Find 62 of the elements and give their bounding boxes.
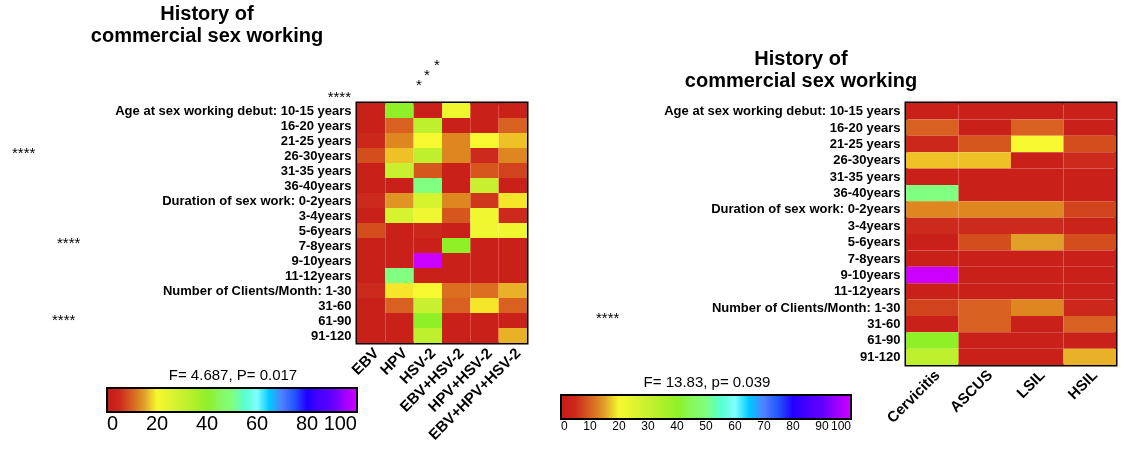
chart-title: History of commercial sex working (90, 2, 324, 46)
color-bar-label: 80 (295, 412, 319, 434)
chart-title: History of commercial sex working (684, 47, 918, 91)
y-tick-label: 7-8years (847, 250, 901, 266)
color-bar-label: 30 (641, 419, 655, 433)
color-bar-label: 50 (699, 419, 713, 433)
y-tick-label: 21-25 years (280, 132, 352, 148)
y-tick-label: Age at sex working debut: 10-15 years (115, 102, 352, 118)
y-tick-label: Duration of sex work: 0-2years (162, 192, 352, 208)
y-tick-label: 5-6years (847, 234, 901, 250)
text: * (424, 66, 431, 83)
y-tick-label: 9-10years (291, 252, 352, 268)
y-tick-label: Number of Clients/Month: 1-30 (162, 282, 352, 298)
x-tick-label: LSIL (1012, 366, 1048, 402)
color-bar-label: 0 (561, 419, 568, 433)
color-bar-label: 100 (830, 419, 852, 433)
y-tick-label: 9-10years (840, 266, 901, 282)
y-tick-label: 91-120 (311, 327, 352, 343)
color-bar-label: 40 (195, 412, 219, 434)
color-bar-label: 20 (145, 412, 169, 434)
y-tick-label: Age at sex working debut: 10-15 years (664, 103, 901, 119)
y-tick-label: 11-12years (833, 283, 901, 299)
text: * (416, 76, 423, 93)
y-tick-label: 3-4years (298, 207, 352, 223)
text: **** (52, 311, 76, 328)
text: * (434, 56, 441, 73)
y-tick-label: 16-20 years (829, 119, 901, 135)
y-tick-label: 26-30years (833, 152, 901, 168)
color-bar-label: 70 (757, 419, 771, 433)
color-bar-label: 100 (323, 412, 357, 434)
color-bar-label: 90 (815, 419, 829, 433)
y-tick-label: 91-120 (860, 348, 901, 364)
y-tick-label: 36-40years (284, 177, 352, 193)
y-tick-label: 61-90 (867, 332, 901, 348)
color-bar-label: 60 (728, 419, 742, 433)
y-tick-label: 31-60 (867, 316, 901, 332)
color-bar-label: 80 (786, 419, 800, 433)
text: **** (57, 234, 81, 251)
y-tick-label: 21-25 years (829, 135, 901, 151)
y-tick-label: 31-60 (318, 297, 352, 313)
color-bar-label: 0 (107, 412, 119, 434)
y-tick-label: 36-40years (833, 185, 901, 201)
y-tick-label: 26-30years (284, 147, 352, 163)
y-tick-label: 7-8years (298, 237, 352, 253)
text: **** (327, 88, 352, 105)
y-tick-label: Number of Clients/Month: 1-30 (711, 299, 901, 315)
text: **** (12, 144, 36, 161)
y-tick-label: 11-12years (284, 267, 352, 283)
y-tick-label: 5-6years (298, 222, 352, 238)
y-tick-label: 31-35 years (280, 162, 352, 178)
text: F= 13.83, p= 0.039 (643, 373, 771, 390)
y-tick-label: 61-90 (318, 312, 352, 328)
text: F= 4.687, P= 0.017 (168, 366, 298, 383)
color-bar-label: 60 (245, 412, 269, 434)
y-tick-label: Duration of sex work: 0-2years (711, 201, 901, 217)
y-tick-label: 16-20 years (280, 117, 352, 133)
y-tick-label: 31-35 years (829, 168, 901, 184)
color-bar-label: 10 (583, 419, 597, 433)
color-bar-label: 20 (612, 419, 626, 433)
color-bar-label: 40 (670, 419, 684, 433)
y-tick-label: 3-4years (847, 217, 901, 233)
text: **** (596, 309, 620, 326)
